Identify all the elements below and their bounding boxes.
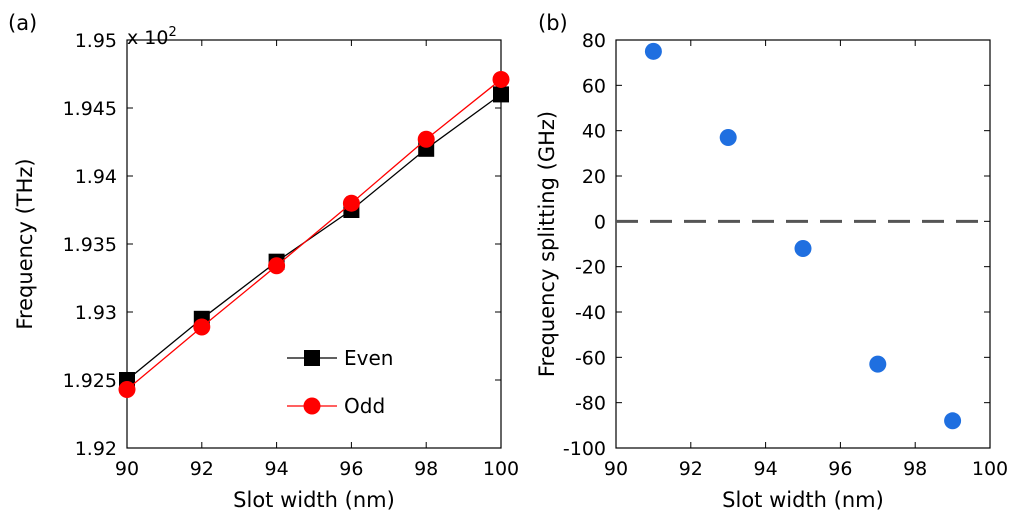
y-tick-label: -20 xyxy=(575,257,606,279)
panel-b: (b) 90 92 94 96 98 100 -100 -80 -60 -40 -20 0 20 40 60… xyxy=(535,11,1008,512)
panel-a-xlabel: Slot width (nm) xyxy=(233,488,395,512)
panel-a-multiplier: x 102 xyxy=(127,25,177,49)
series-line-odd xyxy=(126,78,502,391)
y-tick-label: 20 xyxy=(582,166,606,188)
data-point-odd xyxy=(342,194,360,212)
y-tick-label: 1.92 xyxy=(75,438,117,460)
panel-b-label: (b) xyxy=(538,11,568,35)
data-point xyxy=(869,355,887,373)
panel-a: (a) x 102 90 92 94 96 98 100 1.92 1.925 1.93 1.93… xyxy=(8,11,519,512)
y-tick-label: 1.925 xyxy=(63,370,117,392)
y-tick-label: 40 xyxy=(582,121,606,143)
data-point-odd xyxy=(268,257,286,275)
x-tick-label: 94 xyxy=(754,458,778,480)
data-point xyxy=(794,240,812,258)
panel-a-plot-frame xyxy=(126,39,502,449)
panel-a-series xyxy=(118,70,510,399)
panel-b-ylabel: Frequency splitting (GHz) xyxy=(535,111,559,377)
x-tick-label: 92 xyxy=(190,458,214,480)
panel-a-ticks: 90 92 94 96 98 100 1.92 1.925 1.93 1.935 1.94 1.945… xyxy=(63,30,520,480)
x-tick-label: 100 xyxy=(483,458,519,480)
x-tick-label: 94 xyxy=(265,458,289,480)
y-tick-label: -80 xyxy=(575,393,606,415)
x-tick-label: 92 xyxy=(679,458,703,480)
x-tick-label: 90 xyxy=(115,458,139,480)
data-point-odd xyxy=(193,318,211,336)
x-tick-label: 96 xyxy=(339,458,363,480)
legend-label-odd: Odd xyxy=(344,394,385,418)
series-line-even xyxy=(126,93,502,381)
x-tick-label: 98 xyxy=(414,458,438,480)
y-tick-label: -60 xyxy=(575,347,606,369)
y-tick-label: 0 xyxy=(594,211,606,233)
x-tick-label: 98 xyxy=(903,458,927,480)
panel-a-multiplier-exponent: 2 xyxy=(168,25,176,40)
legend-label-even: Even xyxy=(344,346,393,370)
y-tick-label: -100 xyxy=(563,438,606,460)
panel-a-label: (a) xyxy=(8,11,37,35)
panel-a-legend: Even Odd xyxy=(287,346,393,418)
data-point xyxy=(719,128,737,146)
x-tick-label: 100 xyxy=(972,458,1008,480)
y-tick-label: 1.935 xyxy=(63,234,117,256)
y-tick-label: -40 xyxy=(575,302,606,324)
panel-b-plot-frame xyxy=(615,39,991,449)
data-point xyxy=(644,42,662,60)
panel-b-xlabel: Slot width (nm) xyxy=(722,488,884,512)
legend-marker-odd xyxy=(303,397,321,415)
y-tick-label: 1.95 xyxy=(75,30,117,52)
y-tick-label: 1.945 xyxy=(63,98,117,120)
legend-marker-even xyxy=(304,350,320,366)
data-point-odd xyxy=(417,130,435,148)
y-tick-label: 80 xyxy=(582,30,606,52)
panel-b-ticks: 90 92 94 96 98 100 -100 -80 -60 -40 -20 0 20 40 60 80 xyxy=(563,30,1008,480)
x-tick-label: 96 xyxy=(828,458,852,480)
y-tick-label: 1.94 xyxy=(75,166,117,188)
y-tick-label: 60 xyxy=(582,75,606,97)
panel-a-multiplier-base: x 10 xyxy=(127,27,168,49)
data-point xyxy=(944,412,962,430)
x-tick-label: 90 xyxy=(604,458,628,480)
panel-b-series xyxy=(616,42,990,430)
y-tick-label: 1.93 xyxy=(75,302,117,324)
data-point-odd xyxy=(118,381,136,399)
data-point-odd xyxy=(492,70,510,88)
data-point-even xyxy=(493,86,509,103)
panel-a-ylabel: Frequency (THz) xyxy=(13,158,37,329)
